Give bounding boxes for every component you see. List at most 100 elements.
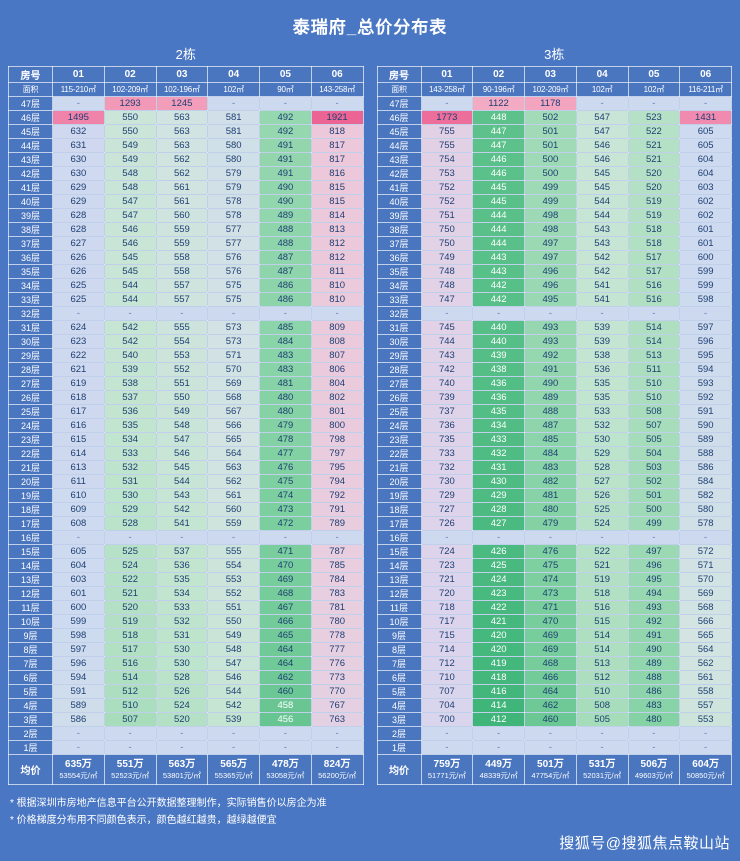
price-cell: 755 [420,138,474,153]
price-cell: 602 [679,208,732,223]
price-cell: 479 [524,516,577,531]
price-cell: 562 [155,152,209,167]
floor-label: 13层 [8,572,53,587]
price-cell: 704 [420,698,474,713]
price-cell: 483 [259,362,312,377]
price-cell: 595 [679,348,732,363]
floor-row: 17层 608 528 541 559 472 789 [8,516,364,531]
average-row: 均价 759万 51771元/㎡ 449万 48339元/㎡ 501万 47754元/㎡ 53… [376,754,732,785]
watermark: 搜狐号@搜狐焦点鞍山站 [559,835,730,852]
floor-row: 43层 754 446 500 546 521 604 [376,152,732,167]
price-cell: 515 [575,614,629,629]
price-cell: 594 [52,670,105,685]
price-cell: 491 [627,628,681,643]
floor-row: 16层 - - - - - - [376,530,732,545]
price-cell: 541 [575,292,629,307]
floor-label: 20层 [376,474,422,489]
price-cell: 497 [627,544,681,559]
price-cell: 720 [420,586,474,601]
price-cell: 486 [259,278,312,293]
floor-label: 5层 [376,684,422,699]
price-cell: 603 [52,572,105,587]
price-cell: 600 [52,600,105,615]
price-cell: 500 [627,502,681,517]
price-cell: 512 [575,670,629,685]
price-cell: 444 [472,222,525,237]
average-total-price: 565万 [220,759,247,770]
price-cell: 516 [627,292,681,307]
price-cell: 471 [259,544,312,559]
price-cell: 561 [207,488,260,503]
price-cell: 536 [575,362,629,377]
floor-label: 2层 [376,726,422,741]
floor-label: 4层 [376,698,422,713]
price-cell: 791 [310,502,364,517]
price-cell: - [679,726,732,741]
price-cell: 532 [103,460,157,475]
floor-label: 37层 [376,236,422,251]
price-cell: - [420,740,474,755]
price-cell: 443 [472,264,525,279]
price-cell: 548 [103,166,157,181]
price-cell: 569 [207,376,260,391]
price-cell: 525 [575,502,629,517]
price-cell: 543 [575,236,629,251]
average-unit-price: 55365元/㎡ [214,771,253,780]
price-cell: 547 [155,432,209,447]
price-cell: 804 [310,376,364,391]
price-cell: 490 [524,376,577,391]
average-total-price: 635万 [65,759,92,770]
price-cell: 552 [207,586,260,601]
floor-row: 44层 755 447 501 546 521 605 [376,138,732,153]
price-cell: 542 [207,698,260,713]
floor-row: 3层 700 412 460 505 480 553 [376,712,732,727]
price-cell: 526 [575,488,629,503]
price-cell: 460 [524,712,577,727]
price-cell: 520 [103,600,157,615]
floor-label: 11层 [8,600,53,615]
price-cell: 505 [575,712,629,727]
price-cell: 581 [207,110,260,125]
price-cell: 520 [155,712,209,727]
price-cell: 593 [679,376,732,391]
price-cell: 484 [524,446,577,461]
floor-row: 38层 628 546 559 577 488 813 [8,222,364,237]
floor-label: 18层 [8,502,53,517]
price-cell: 739 [420,390,474,405]
price-cell: 570 [679,572,732,587]
price-cell: 547 [103,208,157,223]
average-cell: 759万 51771元/㎡ [420,754,474,785]
floor-label: 41层 [376,180,422,195]
price-cell: 615 [52,432,105,447]
floor-row: 27层 740 436 490 535 510 593 [376,376,732,391]
floor-label: 10层 [8,614,53,629]
floor-row: 29层 622 540 553 571 483 807 [8,348,364,363]
price-cell: 748 [420,264,474,279]
price-cell: 549 [103,138,157,153]
price-cell: - [310,530,364,545]
price-cell: 604 [52,558,105,573]
footnote-legend: * 价格梯度分布用不同颜色表示，颜色越红越贵，越绿越便宜 [10,815,277,826]
floor-label: 29层 [376,348,422,363]
price-cell: - [575,96,629,111]
price-cell: 562 [207,474,260,489]
price-cell: 531 [103,474,157,489]
average-unit-price: 50850元/㎡ [686,771,725,780]
price-cell: 575 [207,292,260,307]
floor-row: 19层 729 429 481 526 501 582 [376,488,732,503]
room-number-header: 03 [155,66,209,83]
average-total-price: 824万 [323,759,351,770]
floor-label: 33层 [376,292,422,307]
floor-row: 44层 631 549 563 580 491 817 [8,138,364,153]
average-total-price: 531万 [588,759,616,770]
price-cell: 586 [679,460,732,475]
price-cell: 434 [472,418,525,433]
price-cell: 814 [310,208,364,223]
price-cell: 754 [420,152,474,167]
room-corner-label: 房号 [376,66,422,83]
price-cell: 546 [155,446,209,461]
price-cell: 622 [52,348,105,363]
price-cell: 418 [472,670,525,685]
price-cell: 535 [575,376,629,391]
price-cell: 510 [627,376,681,391]
